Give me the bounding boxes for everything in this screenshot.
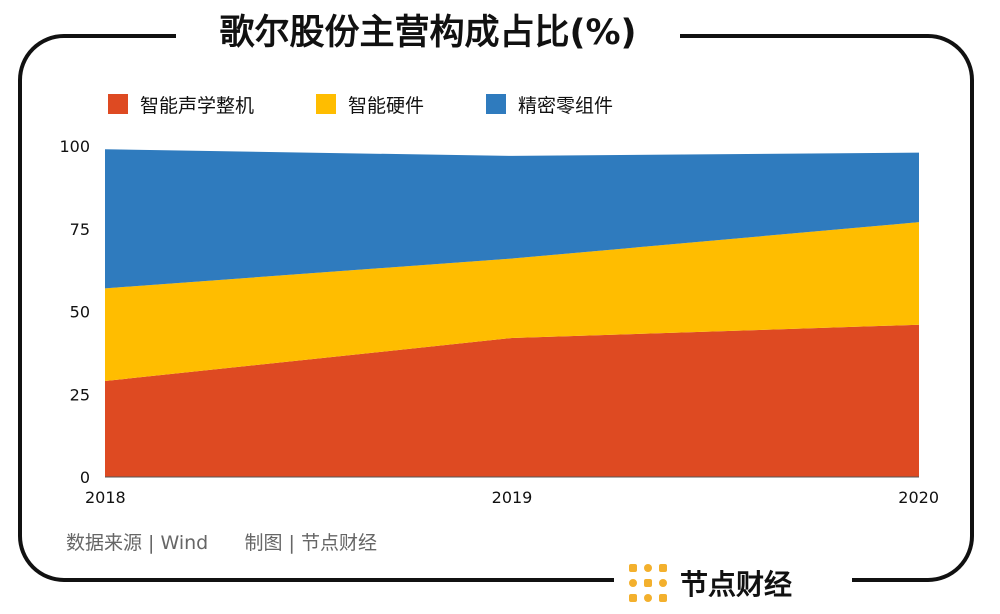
legend-item-components: 精密零组件 bbox=[486, 91, 613, 118]
brand: 节点财经 bbox=[626, 561, 792, 605]
area-series-components bbox=[105, 149, 919, 289]
area-layer bbox=[105, 149, 919, 477]
frame-title-gap bbox=[176, 22, 680, 52]
brand-logo-icon bbox=[629, 564, 667, 602]
axis-layer: 0 25 50 75 100 2018 2019 2020 bbox=[59, 137, 939, 507]
x-tick-label: 2020 bbox=[898, 488, 939, 507]
chart-title: 歌尔股份主营构成占比(%) bbox=[219, 13, 637, 53]
x-tick-label: 2019 bbox=[492, 488, 533, 507]
x-tick-label: 2018 bbox=[85, 488, 126, 507]
legend-item-hardware: 智能硬件 bbox=[316, 91, 424, 118]
brand-name: 节点财经 bbox=[680, 568, 793, 601]
y-tick-label: 50 bbox=[70, 303, 90, 322]
legend-item-acoustic: 智能声学整机 bbox=[108, 91, 254, 118]
legend-swatch-components bbox=[486, 94, 507, 114]
area-series-acoustic bbox=[105, 324, 919, 477]
y-tick-label: 25 bbox=[70, 385, 90, 404]
legend-swatch-hardware bbox=[316, 94, 337, 114]
legend-label-components: 精密零组件 bbox=[518, 94, 614, 117]
legend: 智能声学整机 智能硬件 精密零组件 bbox=[108, 90, 675, 118]
y-tick-label: 0 bbox=[80, 468, 90, 487]
legend-swatch-acoustic bbox=[108, 94, 128, 114]
area-series-hardware bbox=[105, 222, 919, 382]
y-tick-label: 75 bbox=[70, 220, 90, 239]
frame-brand-gap bbox=[614, 568, 852, 598]
legend-label-hardware: 智能硬件 bbox=[348, 94, 425, 117]
source-note: 数据来源 | Wind 制图 | 节点财经 bbox=[66, 532, 377, 554]
y-tick-label: 100 bbox=[59, 137, 90, 156]
legend-label-acoustic: 智能声学整机 bbox=[140, 94, 255, 117]
